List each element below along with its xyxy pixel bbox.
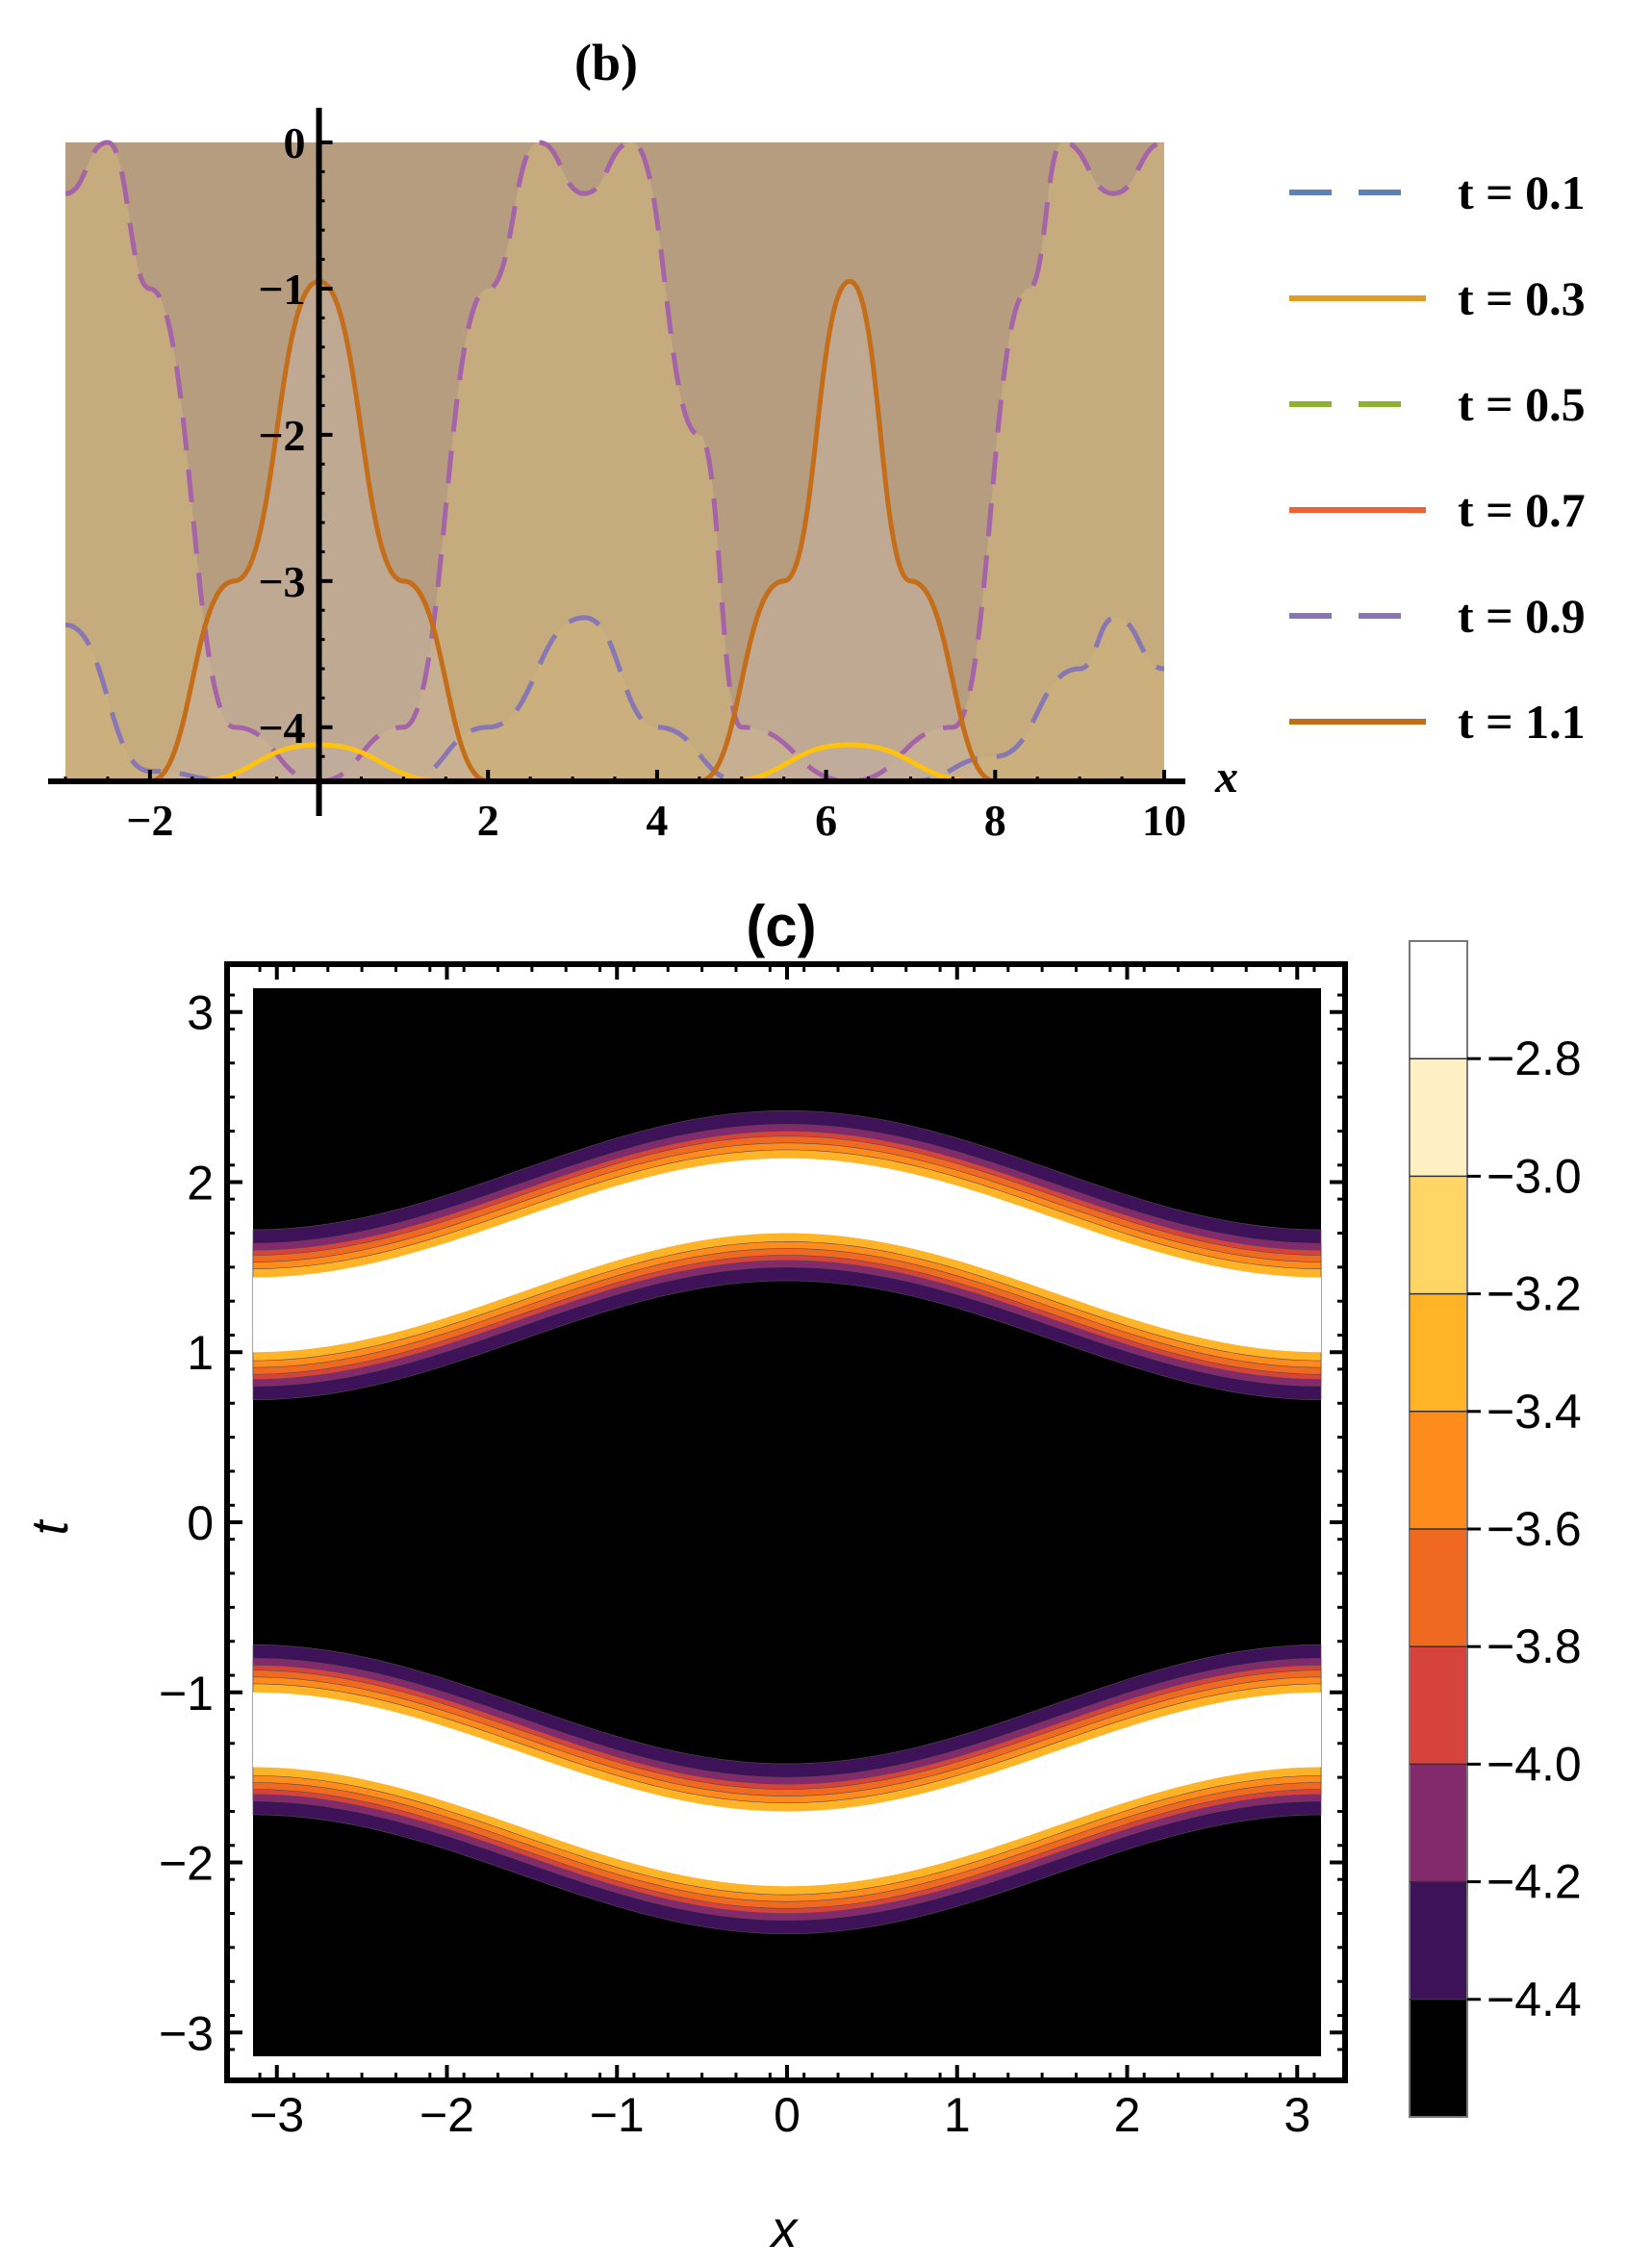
panel-b-axes: −2 2 4 6 8 10 0 −1 −2 −3 −4 xyxy=(48,108,1186,845)
panel-c-colorbar-label: −4.4 xyxy=(1487,1973,1582,2026)
panel-b-fills xyxy=(65,142,1164,781)
panel-c-x-axis-label: x xyxy=(769,2201,800,2258)
panel-c-contour-band xyxy=(253,1692,1321,1887)
panel-c-colorbar-cell xyxy=(1410,941,1467,1059)
panel-b-legend-label: t = 0.9 xyxy=(1458,589,1586,643)
panel-b-x-tick-label: 4 xyxy=(646,796,668,845)
panel-c-colorbar-label: −3.6 xyxy=(1487,1502,1582,1556)
panel-b-y-tick-label: −2 xyxy=(258,411,305,460)
panel-b-y-tick-label: −1 xyxy=(258,265,305,314)
panel-b-x-tick-label: 10 xyxy=(1142,796,1186,845)
panel-b-plot-area xyxy=(64,140,1165,784)
panel-c-x-tick-label: −3 xyxy=(249,2088,304,2142)
panel-b-series-line xyxy=(64,140,1165,784)
panel-c-colorbar-cell xyxy=(1410,1293,1467,1413)
panel-b-fill-area xyxy=(149,281,996,781)
panel-b-y-tick-label: −4 xyxy=(258,703,305,752)
panel-b-legend-label: t = 1.1 xyxy=(1458,695,1586,749)
panel-c: (c) −3 −2 −1 0 1 2 3 3 2 1 0 −1 −2 −3 x t −2.8 −3.0 −3.… xyxy=(21,894,1582,2258)
panel-c-colorbar-cell xyxy=(1410,1411,1467,1530)
panel-b-y-tick-label: 0 xyxy=(284,118,306,167)
panel-c-colorbar-cell xyxy=(1410,1058,1467,1177)
panel-c-x-tick-label: 2 xyxy=(1114,2088,1141,2142)
panel-c-colorbar-cell xyxy=(1410,1176,1467,1295)
panel-c-contour-band xyxy=(253,1158,1321,1353)
panel-c-colorbar-cell xyxy=(1410,1881,1467,2000)
panel-b-x-tick-label: −2 xyxy=(126,796,173,845)
panel-c-x-tick-label: 1 xyxy=(944,2088,971,2142)
panel-c-colorbar-cell xyxy=(1410,1999,1467,2118)
panel-b-x-tick-label: 8 xyxy=(984,796,1006,845)
panel-b-title: (b) xyxy=(574,34,638,91)
panel-c-colorbar-label: −4.2 xyxy=(1487,1855,1582,1909)
panel-c-y-tick-label: 2 xyxy=(187,1156,214,1210)
panel-c-axes: −3 −2 −1 0 1 2 3 3 2 1 0 −1 −2 −3 xyxy=(159,961,1348,2142)
panel-b-fill-area xyxy=(65,142,1164,781)
panel-b-y-tick-label: −3 xyxy=(258,557,305,606)
panel-c-x-tick-label: −1 xyxy=(590,2088,645,2142)
panel-b-legend-label: t = 0.7 xyxy=(1458,483,1586,537)
panel-c-colorbar-label: −3.2 xyxy=(1487,1267,1582,1321)
panel-c-y-tick-label: −1 xyxy=(159,1667,214,1720)
panel-c-plot-area xyxy=(252,988,1322,2056)
panel-c-colorbar: −2.8 −3.0 −3.2 −3.4 −3.6 −3.8 −4.0 −4.2 −4.4 xyxy=(1409,940,1582,2118)
panel-c-colorbar-label: −3.0 xyxy=(1487,1149,1582,1203)
panel-c-y-axis-label: t xyxy=(21,1519,79,1536)
panel-c-title: (c) xyxy=(746,894,816,958)
panel-c-y-tick-label: 0 xyxy=(187,1496,214,1550)
panel-b-x-axis-label: x xyxy=(1214,752,1238,803)
panel-c-x-tick-label: −2 xyxy=(419,2088,474,2142)
panel-c-colorbar-label: −3.8 xyxy=(1487,1619,1582,1673)
panel-c-colorbar-label: −3.4 xyxy=(1487,1385,1582,1439)
panel-b-legend-label: t = 0.3 xyxy=(1458,271,1586,325)
panel-c-colorbar-label: −4.0 xyxy=(1487,1737,1582,1791)
panel-c-y-tick-label: −2 xyxy=(159,1837,214,1891)
panel-c-y-tick-label: −3 xyxy=(159,2006,214,2060)
panel-c-colorbar-label: −2.8 xyxy=(1487,1032,1582,1085)
panel-b-x-tick-label: 6 xyxy=(815,796,837,845)
panel-b-x-tick-label: 2 xyxy=(477,796,499,845)
panel-b-legend-label: t = 0.5 xyxy=(1458,377,1586,431)
panel-c-colorbar-cell xyxy=(1410,1764,1467,1883)
panel-c-x-tick-label: 0 xyxy=(774,2088,801,2142)
panel-c-contour-band xyxy=(252,1135,1322,1375)
panel-c-contour-band xyxy=(252,1669,1322,1909)
panel-c-colorbar-cell xyxy=(1410,1646,1467,1765)
panel-c-colorbar-cell xyxy=(1410,1529,1467,1647)
panel-b-legend: t = 0.1 t = 0.3 t = 0.5 t = 0.7 t = 0.9 t = 1… xyxy=(1289,166,1586,749)
panel-c-x-tick-label: 3 xyxy=(1283,2088,1310,2142)
panel-c-y-tick-label: 1 xyxy=(187,1326,214,1380)
panel-b: (b) −2 2 4 6 8 100−1−2−3−4 x t = 0.1t = 0.3t … xyxy=(48,34,1586,845)
panel-b-legend-label: t = 0.1 xyxy=(1458,166,1586,219)
panel-c-y-tick-label: 3 xyxy=(187,986,214,1040)
